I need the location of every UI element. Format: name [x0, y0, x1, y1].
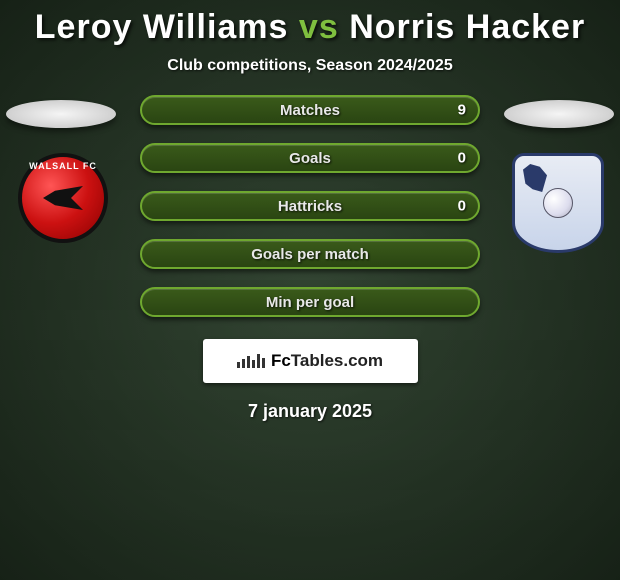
- walsall-crest-text: WALSALL FC: [22, 161, 104, 171]
- club-crest-right: [512, 153, 602, 243]
- logo-suffix: Tables.com: [291, 351, 383, 370]
- stat-label: Goals: [289, 150, 331, 167]
- player2-name: Norris Hacker: [349, 8, 585, 46]
- logo-bars-icon: [237, 354, 265, 368]
- player2-platform: [504, 100, 614, 128]
- page-title: Leroy Williams vs Norris Hacker: [0, 0, 620, 47]
- stat-right-value: 0: [458, 198, 466, 215]
- comparison-stage: WALSALL FC Matches 9 Goals 0 Hattricks 0…: [0, 95, 620, 317]
- subtitle: Club competitions, Season 2024/2025: [0, 57, 620, 75]
- fctables-logo: FcTables.com: [203, 339, 418, 383]
- stat-bars: Matches 9 Goals 0 Hattricks 0 Goals per …: [140, 95, 480, 317]
- stat-label: Matches: [280, 102, 340, 119]
- tranmere-crest-icon: [512, 153, 604, 253]
- vs-separator: vs: [299, 8, 339, 46]
- logo-prefix: Fc: [271, 351, 291, 370]
- walsall-crest-icon: WALSALL FC: [18, 153, 108, 243]
- stat-bar-matches: Matches 9: [140, 95, 480, 125]
- stat-bar-min-per-goal: Min per goal: [140, 287, 480, 317]
- stat-bar-goals-per-match: Goals per match: [140, 239, 480, 269]
- tranmere-lion-icon: [523, 164, 547, 192]
- player1-name: Leroy Williams: [35, 8, 289, 46]
- logo-text: FcTables.com: [271, 351, 383, 371]
- stat-bar-goals: Goals 0: [140, 143, 480, 173]
- tranmere-ball-icon: [543, 188, 573, 218]
- player1-platform: [6, 100, 116, 128]
- club-crest-left: WALSALL FC: [18, 153, 108, 243]
- stat-label: Min per goal: [266, 294, 354, 311]
- stat-label: Hattricks: [278, 198, 342, 215]
- stat-bar-hattricks: Hattricks 0: [140, 191, 480, 221]
- stat-right-value: 0: [458, 150, 466, 167]
- stat-right-value: 9: [458, 102, 466, 119]
- date-text: 7 january 2025: [0, 401, 620, 422]
- stat-label: Goals per match: [251, 246, 369, 263]
